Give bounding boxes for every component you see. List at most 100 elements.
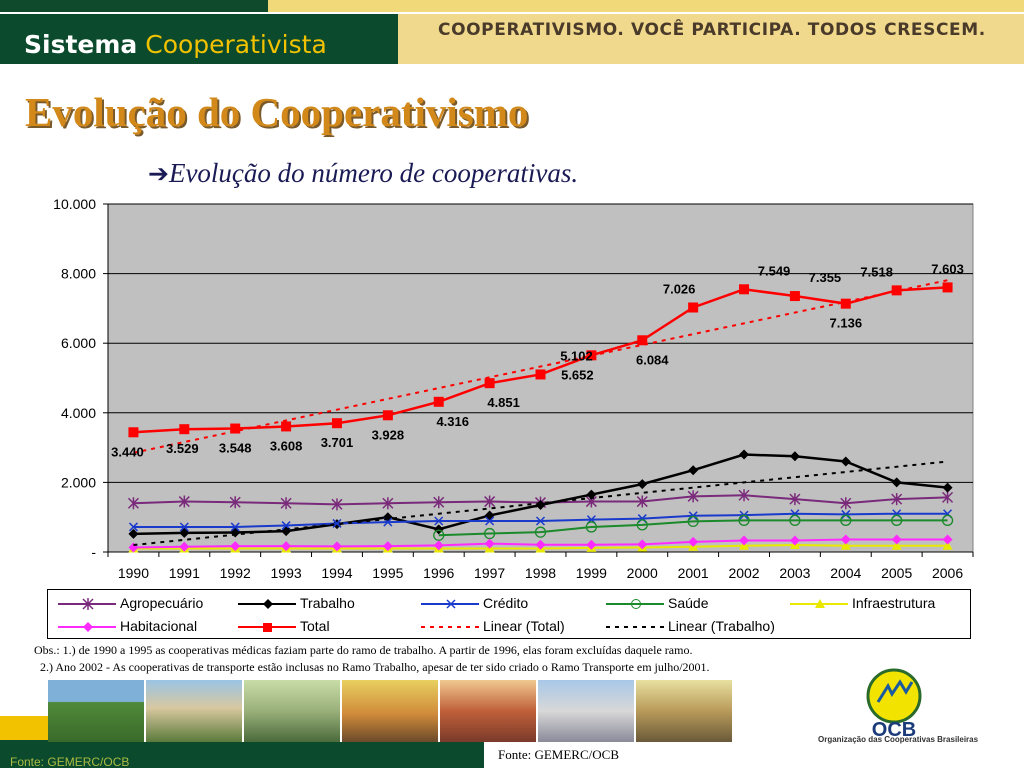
series-agropecuario-point bbox=[127, 497, 139, 510]
series-trabalho-point bbox=[840, 456, 851, 467]
series-total-point bbox=[535, 369, 546, 380]
series-agropecuario-point bbox=[178, 495, 190, 508]
legend-swatch bbox=[58, 598, 116, 610]
series-habitacional-point bbox=[586, 539, 597, 550]
series-credito-point bbox=[841, 509, 851, 519]
x-tick-label: 2001 bbox=[678, 565, 709, 581]
series-total-point bbox=[230, 423, 241, 434]
ocb-logo: OCB bbox=[866, 668, 922, 741]
series-total-point bbox=[128, 427, 139, 438]
legend-label: Total bbox=[300, 618, 330, 634]
series-agropecuario-point bbox=[687, 490, 699, 503]
series-credito-point bbox=[434, 516, 444, 526]
data-label: 3.928 bbox=[372, 427, 405, 442]
series-habitacional-point bbox=[739, 535, 750, 546]
bottom-green-band bbox=[0, 740, 484, 768]
y-tick-label: 6.000 bbox=[61, 335, 96, 351]
data-label: 3.548 bbox=[219, 441, 252, 456]
brand-title: Sistema Cooperativista bbox=[24, 30, 327, 59]
photo-strip bbox=[48, 680, 734, 742]
series-habitacional-point bbox=[840, 534, 851, 545]
chart-legend: Agropecuário Trabalho Crédito Saúde Infraest… bbox=[47, 589, 971, 639]
series-agropecuario-point bbox=[942, 491, 954, 504]
series-total-point bbox=[179, 424, 190, 435]
legend-label: Habitacional bbox=[120, 618, 198, 634]
series-saude-point bbox=[687, 515, 699, 528]
data-label: 5.102 bbox=[560, 348, 593, 363]
series-agropecuario-point bbox=[738, 489, 750, 502]
series-total-point bbox=[789, 291, 800, 302]
legend-swatch bbox=[606, 599, 664, 609]
series-credito-point bbox=[179, 522, 189, 532]
series-total-point bbox=[281, 421, 292, 432]
x-tick-label: 2002 bbox=[728, 565, 759, 581]
series-saude-point bbox=[534, 526, 547, 538]
series-habitacional-point bbox=[433, 540, 444, 551]
series-trabalho-point bbox=[942, 482, 953, 493]
legend-swatch bbox=[606, 626, 664, 628]
data-label: 3.701 bbox=[321, 435, 354, 450]
x-tick-label: 2004 bbox=[830, 565, 861, 581]
top-stripe bbox=[0, 0, 1024, 14]
series-habitacional-point bbox=[637, 539, 648, 550]
legend-swatch bbox=[58, 622, 116, 632]
legend-label: Linear (Trabalho) bbox=[668, 618, 775, 634]
photo-worker bbox=[146, 680, 244, 742]
series-saude-point bbox=[433, 529, 445, 541]
series-habitacional-point bbox=[688, 536, 699, 547]
series-saude-line bbox=[438, 519, 948, 537]
x-tick-label: 1991 bbox=[169, 565, 200, 581]
subtitle-text: Evolução do número de cooperativas. bbox=[168, 158, 579, 188]
x-tick-label: 1998 bbox=[525, 565, 556, 581]
note-line-1: Obs.: 1.) de 1990 a 1995 as cooperativas… bbox=[34, 643, 693, 657]
brand-bold: Sistema bbox=[24, 30, 138, 59]
series-total-point bbox=[331, 418, 342, 429]
source-left: Fonte: GEMERC/OCB bbox=[10, 755, 130, 768]
series-agropecuario-point bbox=[382, 497, 394, 510]
series-trabalho-point bbox=[789, 451, 800, 462]
x-tick-label: 1992 bbox=[220, 565, 251, 581]
photo-farming bbox=[48, 680, 146, 742]
x-tick-label: 1994 bbox=[321, 565, 352, 581]
series-saude-point bbox=[840, 514, 852, 526]
source-right: Fonte: GEMERC/OCB bbox=[498, 747, 619, 762]
series-habitacional-point bbox=[942, 534, 953, 545]
x-tick-label: 2003 bbox=[779, 565, 810, 581]
series-agropecuario-point bbox=[229, 496, 241, 509]
y-tick-label: 2.000 bbox=[61, 474, 96, 490]
series-credito-point bbox=[230, 522, 240, 532]
legend-label: Crédito bbox=[483, 595, 529, 611]
legend-label: Agropecuário bbox=[120, 595, 204, 611]
series-habitacional-point bbox=[382, 541, 393, 552]
subtitle: ➔Evolução do número de cooperativas. bbox=[148, 158, 578, 189]
series-agropecuario-point bbox=[280, 497, 292, 510]
legend-swatch bbox=[421, 599, 479, 609]
y-tick-label: - bbox=[91, 544, 96, 560]
x-tick-label: 2005 bbox=[881, 565, 912, 581]
photo-building bbox=[636, 680, 734, 742]
top-stripe-green bbox=[0, 0, 268, 12]
series-credito-point bbox=[128, 522, 138, 532]
photo-health bbox=[538, 680, 636, 742]
data-label: 3.608 bbox=[270, 438, 303, 453]
series-agropecuario-point bbox=[789, 493, 801, 506]
series-habitacional-point bbox=[891, 534, 902, 545]
data-label: 7.603 bbox=[931, 261, 964, 276]
series-habitacional-point bbox=[281, 541, 292, 552]
chart-notes: Obs.: 1.) de 1990 a 1995 as cooperativas… bbox=[34, 642, 710, 676]
series-total-point bbox=[688, 302, 699, 313]
legend-swatch bbox=[238, 599, 296, 609]
data-label: 7.518 bbox=[860, 264, 893, 279]
series-habitacional-point bbox=[789, 535, 800, 546]
photo-field bbox=[244, 680, 342, 742]
series-trabalho-point bbox=[433, 524, 444, 535]
legend-swatch bbox=[238, 623, 296, 632]
series-agropecuario-point bbox=[433, 496, 445, 509]
series-agropecuario-point bbox=[484, 495, 496, 508]
legend-label: Infraestrutura bbox=[852, 595, 936, 611]
data-label: 4.316 bbox=[436, 414, 469, 429]
series-agropecuario-point bbox=[891, 493, 903, 506]
x-tick-label: 1996 bbox=[423, 565, 454, 581]
series-agropecuario-point bbox=[331, 498, 343, 511]
series-total-point bbox=[891, 285, 902, 296]
